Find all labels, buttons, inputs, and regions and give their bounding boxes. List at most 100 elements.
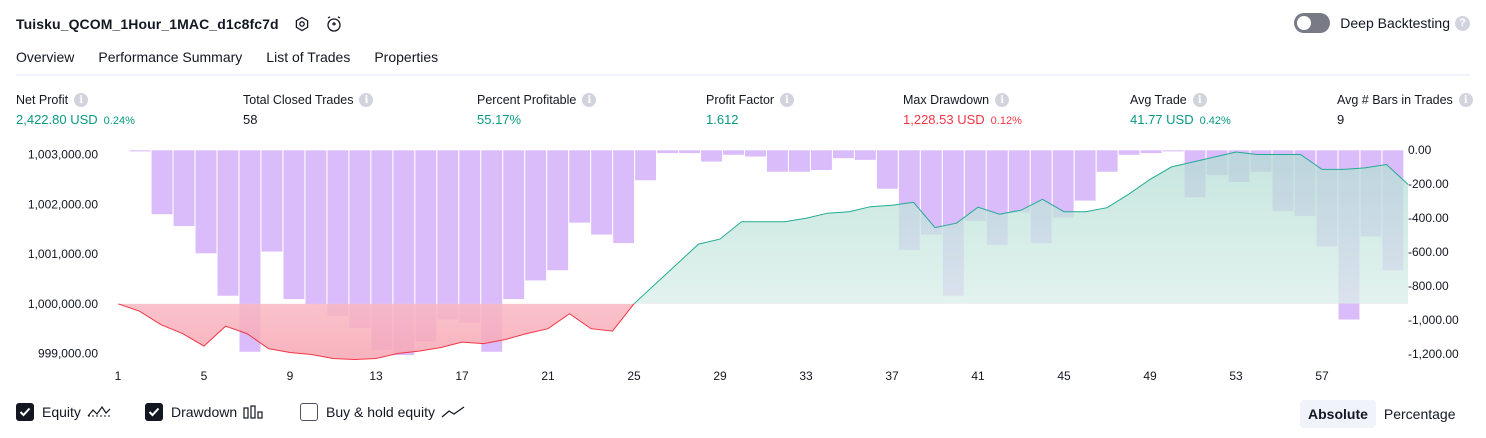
- drawdown-checkbox[interactable]: [145, 403, 163, 421]
- tab-list-of-trades[interactable]: List of Trades: [266, 49, 351, 65]
- drawdown-bar: [700, 149, 723, 163]
- info-icon[interactable]: i: [1192, 93, 1207, 107]
- metric-value: 55.17%: [477, 112, 522, 127]
- alarm-add-icon[interactable]: [325, 15, 343, 33]
- equity-checkbox[interactable]: [16, 403, 34, 421]
- percentage-button[interactable]: Percentage: [1383, 406, 1456, 422]
- deep-backtesting-label: Deep Backtesting: [1340, 15, 1450, 31]
- mode-toggle: Absolute Percentage: [1300, 400, 1464, 428]
- buy-hold-checkbox[interactable]: [300, 403, 318, 421]
- drawdown-bar: [1096, 149, 1119, 173]
- drawdown-bar: [150, 149, 174, 215]
- drawdown-bar: [480, 149, 503, 353]
- left-axis-tick-label: 1,002,000.00: [28, 197, 98, 211]
- x-axis-tick-label: 41: [971, 369, 985, 383]
- metric-percent: 0.24%: [103, 115, 135, 127]
- metric-value: 41.77 USD: [1130, 112, 1194, 127]
- x-axis-tick-label: 21: [541, 369, 555, 383]
- metric-value: 58: [243, 112, 258, 127]
- help-icon[interactable]: ?: [1455, 15, 1470, 31]
- drawdown-bar: [810, 149, 833, 171]
- metric-value: 2,422.80 USD: [16, 112, 98, 127]
- absolute-button[interactable]: Absolute: [1300, 400, 1376, 428]
- metric-value: 1,228.53 USD: [903, 112, 985, 127]
- metric-avg-bars: Avg # Bars in Trades i 9: [1337, 93, 1473, 127]
- buy-hold-label: Buy & hold equity: [326, 404, 435, 420]
- x-axis-tick-label: 45: [1057, 369, 1071, 383]
- header: Tuisku_QCOM_1Hour_1MAC_d1c8fc7d: [16, 12, 343, 36]
- metric-percent: 0.12%: [990, 115, 1022, 127]
- metric-label: Net Profit: [16, 93, 69, 107]
- info-icon[interactable]: i: [1458, 93, 1473, 107]
- right-axis-tick-label: -200.00: [1408, 177, 1449, 191]
- equity-label: Equity: [42, 404, 81, 420]
- drawdown-bar: [458, 149, 481, 324]
- drawdown-bar: [832, 149, 855, 159]
- drawdown-bar: [502, 149, 525, 300]
- info-icon[interactable]: i: [582, 93, 597, 107]
- drawdown-bar: [546, 149, 569, 271]
- equity-drawdown-chart[interactable]: 1,003,000.00 1,002,000.00 1,001,000.00 1,00…: [0, 140, 1486, 398]
- x-axis-tick-label: 49: [1143, 369, 1157, 383]
- metric-percent: 0.42%: [1199, 115, 1231, 127]
- metric-label: Avg Trade: [1130, 93, 1187, 107]
- equity-line-icon: [87, 405, 111, 419]
- right-axis-tick-label: -1,000.00: [1408, 313, 1459, 327]
- metric-max-drawdown: Max Drawdown i 1,228.53 USD 0.12%: [903, 93, 1022, 127]
- drawdown-bar: [238, 149, 261, 353]
- tab-properties[interactable]: Properties: [374, 49, 439, 65]
- drawdown-bar: [678, 149, 701, 154]
- x-axis-tick-label: 1: [115, 369, 122, 383]
- metric-label: Max Drawdown: [903, 93, 990, 107]
- info-icon[interactable]: i: [359, 93, 374, 107]
- drawdown-label: Drawdown: [171, 404, 238, 420]
- x-axis-tick-label: 29: [713, 369, 727, 383]
- metric-percent-profitable: Percent Profitable i 55.17%: [477, 93, 597, 127]
- tab-bar: Overview Performance Summary List of Tra…: [16, 48, 462, 76]
- drawdown-bar: [744, 149, 767, 158]
- metric-label: Total Closed Trades: [243, 93, 354, 107]
- right-axis-tick-label: -400.00: [1408, 211, 1449, 225]
- tab-performance-summary[interactable]: Performance Summary: [98, 49, 243, 65]
- settings-icon[interactable]: [293, 15, 311, 33]
- x-axis-tick-label: 53: [1229, 369, 1243, 383]
- legend-buy-hold[interactable]: Buy & hold equity: [300, 403, 465, 421]
- x-axis-tick-label: 13: [369, 369, 383, 383]
- equity-area-positive: [634, 152, 1408, 304]
- drawdown-bar: [194, 149, 218, 254]
- strategy-title: Tuisku_QCOM_1Hour_1MAC_d1c8fc7d: [16, 16, 279, 32]
- drawdown-bar: [656, 149, 679, 154]
- right-axis-tick-label: -1,200.00: [1408, 347, 1459, 361]
- info-icon[interactable]: i: [995, 93, 1010, 107]
- drawdown-bars-icon: [243, 405, 265, 419]
- right-axis-tick-label: 0.00: [1408, 143, 1432, 157]
- metric-label: Percent Profitable: [477, 93, 577, 107]
- metric-value: 1.612: [706, 112, 739, 127]
- left-axis-tick-label: 999,000.00: [38, 347, 98, 361]
- drawdown-bar: [1074, 149, 1097, 202]
- equity-line-positive: [118, 151, 1409, 304]
- legend-drawdown[interactable]: Drawdown: [145, 403, 265, 421]
- legend-equity[interactable]: Equity: [16, 403, 111, 421]
- info-icon[interactable]: i: [780, 93, 795, 107]
- right-axis-tick-label: -800.00: [1408, 279, 1449, 293]
- equity-area-negative: [118, 303, 1408, 360]
- equity-line-negative: [117, 303, 635, 361]
- info-icon[interactable]: i: [74, 93, 89, 107]
- drawdown-bar: [1118, 149, 1141, 156]
- x-axis-tick-label: 5: [201, 369, 208, 383]
- left-axis-tick-label: 1,003,000.00: [28, 148, 98, 162]
- tab-divider: [16, 74, 1470, 76]
- metric-avg-trade: Avg Trade i 41.77 USD 0.42%: [1130, 93, 1231, 127]
- buy-hold-line-icon: [441, 405, 465, 419]
- deep-backtesting-toggle[interactable]: [1294, 13, 1331, 33]
- drawdown-bar: [854, 149, 877, 161]
- deep-backtesting: Deep Backtesting ?: [1294, 13, 1470, 33]
- drawdown-bar: [348, 149, 371, 329]
- drawdown-bar: [612, 149, 635, 244]
- drawdown-bar: [876, 149, 899, 190]
- drawdown-bar: [129, 149, 152, 152]
- metric-label: Avg # Bars in Trades: [1337, 93, 1453, 107]
- drawdown-bar: [634, 149, 657, 181]
- tab-overview[interactable]: Overview: [16, 48, 75, 76]
